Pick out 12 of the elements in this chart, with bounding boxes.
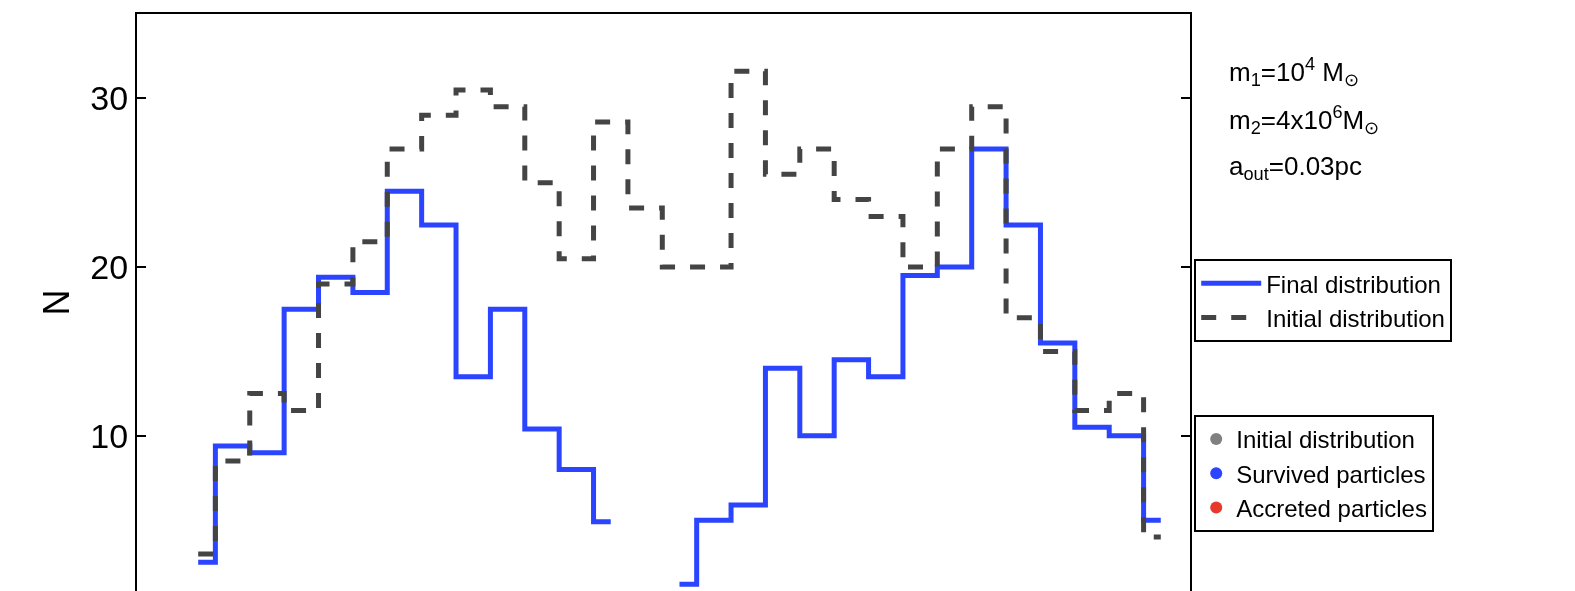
legend-label: Survived particles (1236, 460, 1426, 488)
legend-label: Initial distribution (1266, 304, 1445, 332)
legend-label: Accreted particles (1236, 494, 1427, 522)
y-tick-label: 30 (90, 79, 129, 118)
y-axis-title: N (35, 289, 77, 316)
text: m$_{2}$=4x10$^{6}$M$_{⊙}$ (1229, 102, 1380, 139)
y-tick-label: 20 (90, 247, 129, 286)
y-tick-label: 10 (90, 416, 129, 455)
legend-label: Initial distribution (1236, 426, 1415, 454)
text: m$_{1}$=10$^{4}$ M$_{⊙}$ (1229, 54, 1359, 91)
text: a$_{out}$=0.03pc (1229, 151, 1363, 185)
legend-label: Final distribution (1266, 270, 1441, 298)
